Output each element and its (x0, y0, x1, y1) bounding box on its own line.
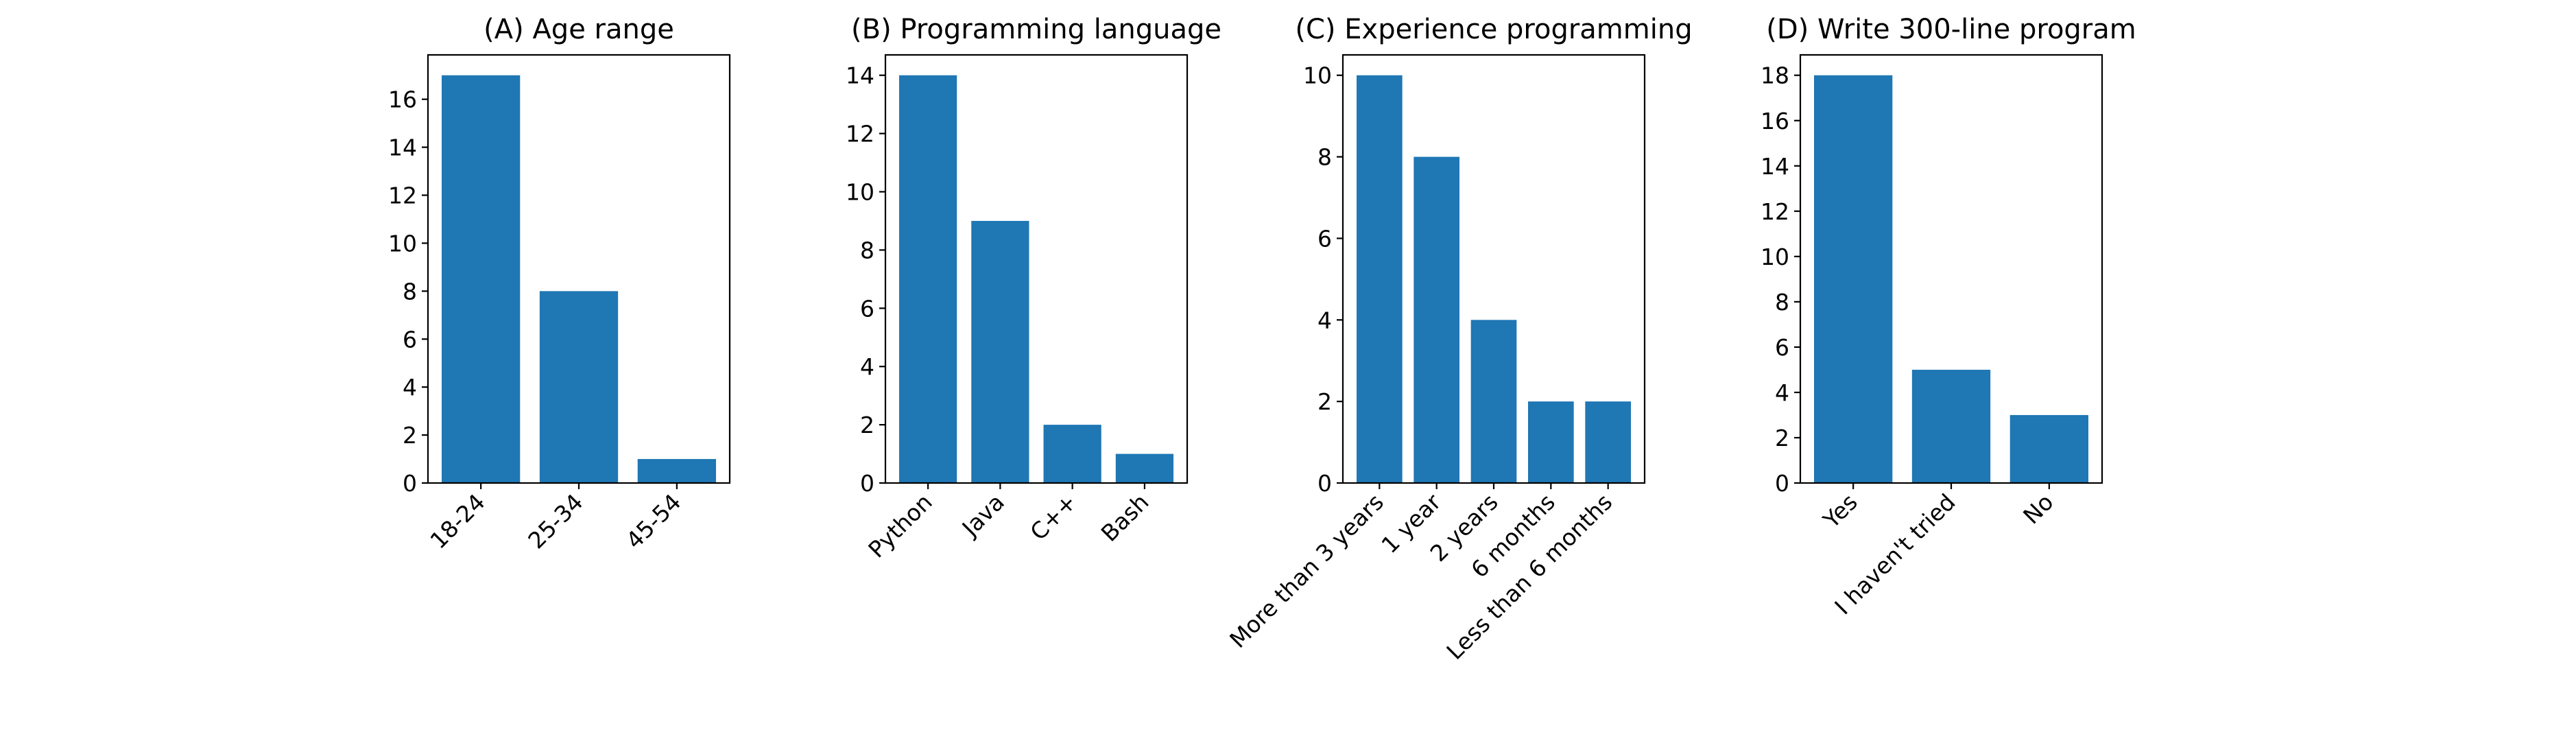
y-tick-label: 14 (388, 134, 417, 161)
y-tick-label: 0 (1317, 470, 1332, 497)
bar (1911, 369, 1991, 483)
panel-experience-programming: (C) Experience programming 0 2 4 6 8 10 More t… (1224, 14, 1692, 665)
y-tick-label: 4 (1775, 379, 1789, 406)
y-tick-label: 12 (388, 182, 417, 209)
panel-write-300-line-program: (D) Write 300-line program 0 2 4 6 8 10 12 14 16… (1761, 14, 2136, 620)
x-tick-label: C++ (1025, 488, 1082, 545)
bar (1814, 75, 1893, 483)
y-tick-label: 10 (388, 230, 417, 257)
bar (971, 220, 1029, 483)
x-tick-label: More than 3 years (1224, 488, 1389, 653)
bar (899, 75, 957, 483)
panel-title: (D) Write 300-line program (1766, 14, 2136, 45)
y-tick-label: 6 (1775, 334, 1789, 361)
y-tick-label: 6 (1317, 225, 1332, 252)
bar (1414, 156, 1459, 483)
panel-title: (A) Age range (484, 14, 674, 45)
x-tick-label: 18-24 (425, 488, 490, 554)
y-tick-label: 16 (388, 86, 417, 113)
y-tick-label: 0 (860, 470, 874, 497)
bar (1585, 401, 1631, 483)
y-tick-label: 16 (1761, 108, 1789, 134)
panel-title: (B) Programming language (851, 14, 1221, 45)
y-tick-label: 2 (1317, 388, 1332, 415)
y-tick-label: 0 (1775, 470, 1789, 497)
y-tick-label: 10 (1303, 62, 1332, 89)
y-tick-label: 18 (1761, 62, 1789, 89)
panel-programming-language: (B) Programming language 0 2 4 6 8 10 12 14 Pyth… (846, 14, 1221, 563)
panel-age-range: (A) Age range 0 2 4 6 8 10 12 14 16 18-24 25-34 45-… (388, 14, 731, 554)
bar (1043, 425, 1101, 483)
bar (442, 75, 521, 483)
bar (1115, 454, 1173, 483)
axes-frame (884, 54, 1189, 484)
y-tick-label: 14 (846, 62, 874, 89)
x-tick-label: No (2018, 488, 2058, 529)
bar (2009, 414, 2088, 483)
y-tick-label: 8 (1775, 289, 1789, 316)
y-tick-label: 14 (1761, 153, 1789, 180)
y-tick-label: 4 (1317, 307, 1332, 333)
x-tick-label: Yes (1817, 488, 1863, 534)
x-tick-label: Bash (1096, 488, 1154, 547)
y-tick-label: 8 (403, 278, 417, 305)
y-tick-label: 4 (403, 374, 417, 401)
y-tick-label: 12 (846, 121, 874, 148)
y-tick-label: 2 (1775, 425, 1789, 451)
panel-title: (C) Experience programming (1295, 14, 1692, 45)
bar (637, 459, 716, 483)
bar (1528, 401, 1574, 483)
y-tick-label: 2 (860, 412, 874, 438)
y-tick-label: 12 (1761, 198, 1789, 225)
bar (1357, 75, 1403, 483)
y-tick-label: 6 (860, 295, 874, 322)
y-tick-label: 2 (403, 422, 417, 449)
y-tick-label: 6 (403, 326, 417, 353)
bar (1470, 320, 1517, 483)
x-tick-label: 45-54 (621, 488, 686, 554)
x-tick-label: 25-34 (523, 488, 588, 554)
y-tick-label: 8 (1317, 144, 1332, 171)
y-tick-label: 0 (403, 470, 417, 497)
x-tick-label: Java (956, 488, 1010, 542)
x-tick-label: Python (863, 488, 937, 563)
y-tick-label: 4 (860, 353, 874, 380)
y-tick-label: 10 (846, 179, 874, 206)
y-tick-label: 10 (1761, 244, 1789, 270)
y-tick-label: 8 (860, 237, 874, 263)
bar (539, 291, 619, 483)
